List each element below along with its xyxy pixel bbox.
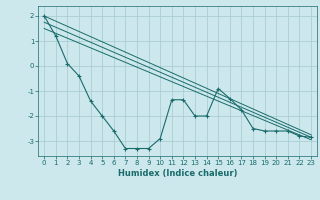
X-axis label: Humidex (Indice chaleur): Humidex (Indice chaleur) bbox=[118, 169, 237, 178]
